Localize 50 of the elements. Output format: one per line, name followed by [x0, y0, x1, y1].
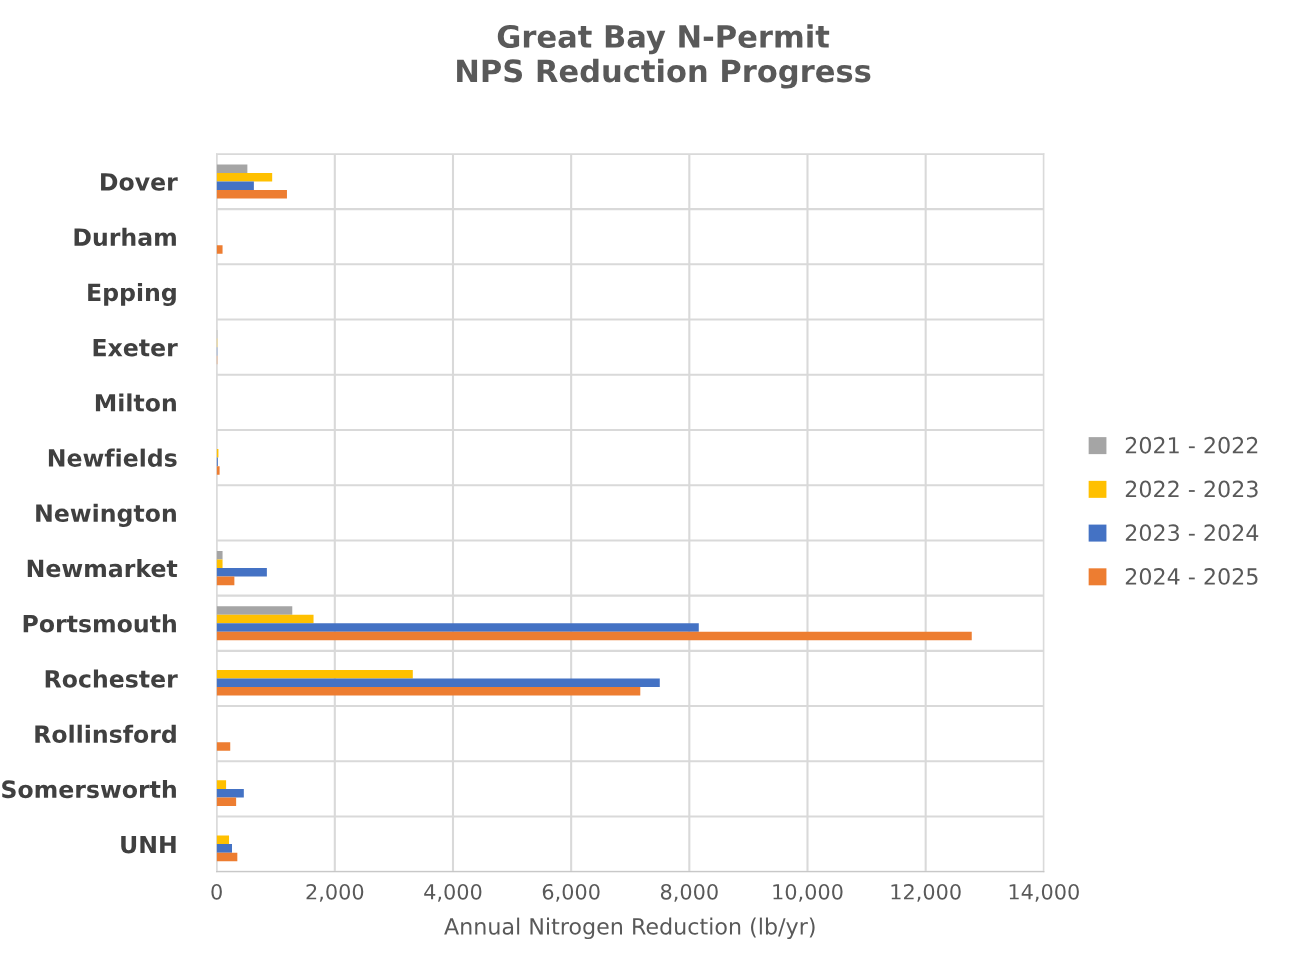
x-tick-label: 4,000 [424, 883, 482, 902]
y-tick-label: Newington [36, 503, 176, 527]
bar [216, 559, 223, 569]
x-tick-label: 0 [211, 883, 222, 900]
x-tick-label: 14,000 [1009, 883, 1079, 902]
bar [216, 190, 287, 199]
bar [216, 687, 641, 696]
x-axis-title: Annual Nitrogen Reduction (lb/yr) [444, 917, 815, 940]
y-tick-label: Newmarket [27, 559, 178, 578]
y-tick-label: UNH [121, 835, 176, 854]
bar [216, 550, 223, 560]
x-tick-label: 12,000 [891, 883, 961, 902]
y-tick-label: Somersworth [2, 779, 176, 799]
bar [216, 181, 254, 191]
y-tick-label: Rochester [45, 669, 178, 688]
bar [216, 797, 237, 807]
legend-label: 2021 - 2022 [1125, 436, 1258, 454]
y-tick-label: Dover [101, 173, 178, 191]
bar [216, 568, 267, 577]
y-tick-label: Rollinsford [35, 724, 176, 743]
bar [216, 852, 238, 862]
x-tick-label: 2,000 [306, 883, 364, 902]
bar [216, 678, 660, 688]
y-tick-label: Portsmouth [23, 614, 176, 633]
y-tick-label: Exeter [93, 338, 178, 357]
bar [216, 606, 293, 615]
legend-label: 2023 - 2024 [1125, 524, 1259, 542]
y-tick-label: Milton [95, 393, 176, 412]
y-tick-label: Epping [88, 282, 176, 306]
x-tick-label: 10,000 [773, 883, 843, 902]
y-tick-label: Newfields [48, 448, 177, 467]
bar [216, 614, 314, 624]
bar [216, 245, 223, 254]
bar [216, 164, 248, 173]
bar [216, 780, 227, 789]
bar [216, 172, 273, 182]
bar [216, 466, 220, 475]
bar [216, 844, 233, 853]
bar [216, 631, 972, 641]
x-tick-label: 6,000 [542, 883, 600, 902]
x-tick-label: 8,000 [660, 883, 718, 902]
bar [216, 835, 230, 845]
bar [216, 742, 231, 751]
legend-label: 2022 - 2023 [1125, 480, 1258, 498]
bar [216, 788, 244, 798]
bar [216, 669, 413, 679]
legend-label: 2024 - 2025 [1125, 568, 1258, 585]
y-tick-label: Durham [74, 227, 176, 247]
chart-title: Great Bay N-Permit NPS Reduction Progress [457, 24, 871, 89]
bar [216, 623, 699, 632]
